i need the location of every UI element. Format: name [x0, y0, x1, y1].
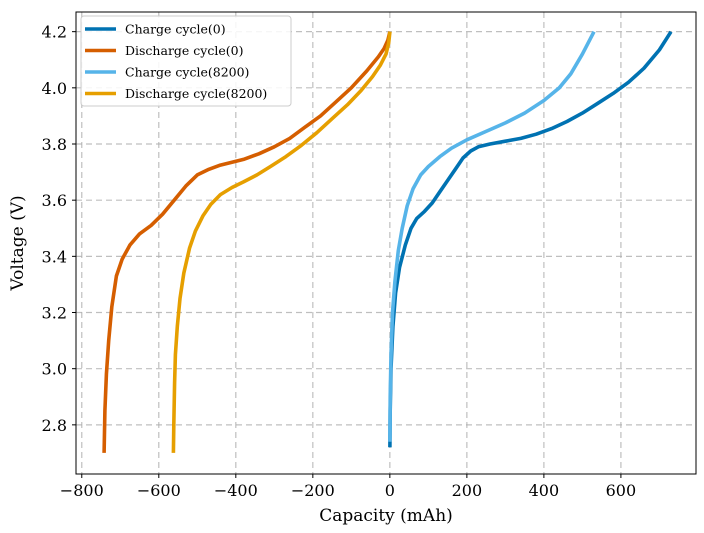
- y-axis-label: Voltage (V): [8, 195, 28, 291]
- x-tick-label: 200: [452, 481, 483, 500]
- plot-frame: [75, 11, 697, 475]
- axis-ticks: −800 −600 −400 −200 0 200 400 600 2.8 3.0 3.2 3.4 3.…: [42, 23, 637, 500]
- x-tick-label: −400: [214, 481, 258, 500]
- x-tick-label: 600: [606, 481, 637, 500]
- x-tick-label: 400: [529, 481, 560, 500]
- legend-label: Charge cycle(0): [125, 22, 226, 37]
- x-tick-label: −200: [291, 481, 335, 500]
- legend-label: Discharge cycle(8200): [125, 86, 267, 101]
- series-line-1: [102, 31, 392, 453]
- x-tick-label: −800: [60, 481, 104, 500]
- y-tick-label: 3.0: [42, 360, 67, 379]
- x-tick-label: 0: [385, 481, 395, 500]
- legend: Charge cycle(0) Discharge cycle(0) Charge …: [80, 15, 292, 107]
- legend-label: Charge cycle(8200): [125, 65, 249, 80]
- legend-box: [80, 15, 292, 107]
- y-tick-label: 2.8: [42, 416, 67, 435]
- series-line-3: [171, 31, 392, 453]
- x-tick-label: −600: [137, 481, 181, 500]
- series-line-0: [388, 30, 673, 448]
- y-tick-label: 3.8: [42, 135, 67, 154]
- y-tick-label: 4.0: [42, 79, 67, 98]
- y-tick-label: 3.4: [42, 247, 67, 266]
- series-lines: [102, 30, 673, 453]
- x-axis-label: Capacity (mAh): [319, 506, 453, 526]
- y-tick-label: 4.2: [42, 23, 67, 42]
- series-line-2: [388, 30, 596, 442]
- y-tick-label: 3.2: [42, 304, 67, 323]
- legend-label: Discharge cycle(0): [125, 43, 243, 58]
- y-tick-label: 3.6: [42, 191, 67, 210]
